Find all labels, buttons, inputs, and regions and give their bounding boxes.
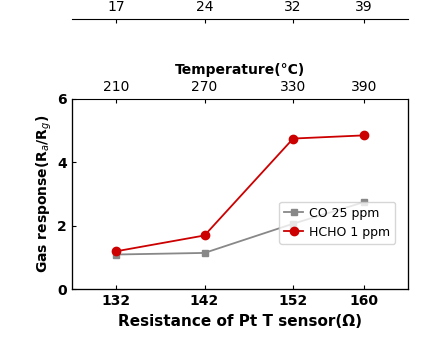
Line: CO 25 ppm: CO 25 ppm <box>112 199 368 258</box>
CO 25 ppm <box>290 222 296 226</box>
Line: HCHO 1 ppm: HCHO 1 ppm <box>112 131 368 256</box>
CO 25 ppm <box>202 251 207 255</box>
CO 25 ppm <box>362 200 367 204</box>
HCHO 1 ppm <box>362 133 367 138</box>
HCHO 1 ppm <box>202 233 207 238</box>
X-axis label: Resistance of Pt T sensor(Ω): Resistance of Pt T sensor(Ω) <box>118 314 362 329</box>
Legend: CO 25 ppm, HCHO 1 ppm: CO 25 ppm, HCHO 1 ppm <box>279 202 395 244</box>
X-axis label: Temperature(°C): Temperature(°C) <box>175 64 305 77</box>
CO 25 ppm <box>113 252 118 257</box>
HCHO 1 ppm <box>290 136 296 140</box>
Y-axis label: Gas response(R$_a$/R$_g$): Gas response(R$_a$/R$_g$) <box>35 115 54 273</box>
HCHO 1 ppm <box>113 249 118 253</box>
